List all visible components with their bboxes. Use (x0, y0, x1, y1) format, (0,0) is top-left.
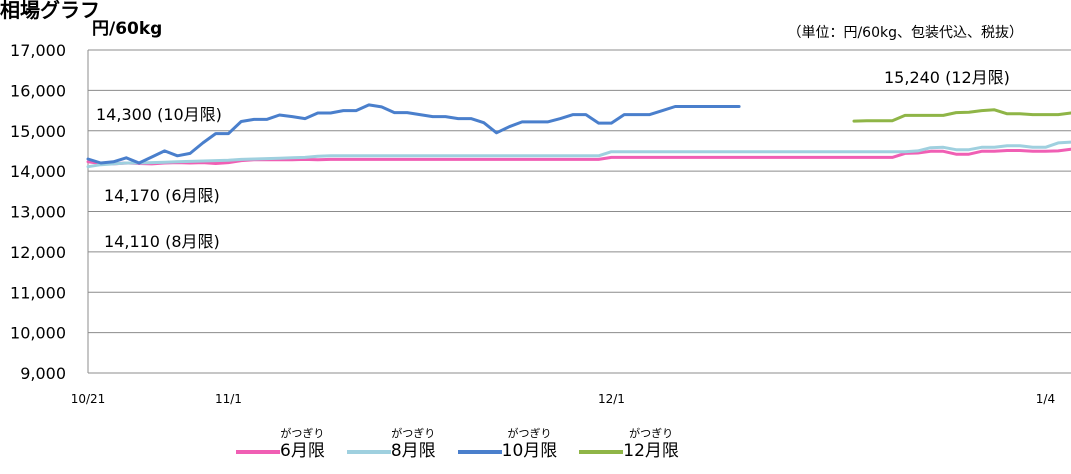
legend: がつぎり 6月限 がつぎり 8月限 がつぎり 10月限 がつぎり 12月限 (236, 428, 679, 462)
y-tick-label: 12,000 (10, 243, 66, 262)
legend-swatch (346, 450, 391, 454)
legend-item-s8: がつぎり 8月限 (346, 428, 436, 462)
legend-series-name: 8月限 (390, 441, 436, 461)
legend-label: がつぎり 12月限 (623, 428, 679, 462)
legend-label: がつぎり 10月限 (502, 428, 558, 462)
series-line-s8 (86, 140, 1071, 169)
y-tick-label: 15,000 (10, 122, 66, 141)
annotations: 14,300 (10月限) 14,170 (6月限) 14,110 (8月限) 15,… (96, 68, 1010, 251)
x-axis-ticks: 10/21 11/1 12/1 1/4 (71, 392, 1055, 406)
y-tick-label: 10,000 (10, 324, 66, 343)
annotation-s12: 15,240 (12月限) (884, 68, 1010, 87)
legend-ruby: がつぎり (629, 427, 674, 440)
legend-series-name: 6月限 (280, 441, 325, 461)
legend-ruby: がつぎり (280, 427, 325, 440)
series-line-s10 (86, 103, 741, 165)
legend-label: がつぎり 8月限 (391, 428, 436, 462)
legend-item-s12: がつぎり 12月限 (579, 428, 679, 462)
y-tick-label: 17,000 (10, 41, 66, 60)
x-tick-label: 1/4 (1036, 392, 1055, 406)
y-axis-ticks: 9,000 10,000 11,000 12,000 13,000 14,000 15,00… (10, 41, 66, 383)
legend-swatch (236, 450, 280, 454)
legend-item-s6: がつぎり 6月限 (236, 428, 325, 462)
legend-label: がつぎり 6月限 (280, 428, 325, 462)
legend-series-name: 12月限 (623, 441, 679, 461)
annotation-s6: 14,170 (6月限) (104, 186, 220, 205)
y-tick-label: 9,000 (20, 364, 66, 383)
legend-ruby: がつぎり (391, 427, 436, 440)
legend-series-name: 10月限 (501, 441, 558, 461)
annotation-s10: 14,300 (10月限) (96, 105, 222, 124)
y-tick-label: 16,000 (10, 81, 66, 100)
legend-ruby: がつぎり (507, 427, 552, 440)
legend-swatch (457, 450, 502, 454)
x-tick-label: 10/21 (71, 392, 106, 406)
x-tick-label: 12/1 (598, 392, 625, 406)
unit-note: （単位：円/60kg、包装代込、税抜） (787, 25, 1023, 41)
y-tick-label: 14,000 (10, 162, 66, 181)
series-lines (86, 103, 1071, 169)
series-line-s12 (852, 108, 1071, 123)
y-tick-label: 11,000 (10, 283, 66, 302)
legend-swatch (579, 450, 624, 454)
chart-title-clipped: 相場グラフ (0, 0, 100, 22)
x-tick-label: 11/1 (215, 392, 242, 406)
gridlines (87, 49, 1071, 374)
legend-item-s10: がつぎり 10月限 (457, 428, 558, 462)
y-axis-unit-label: 円/60kg (92, 19, 163, 39)
y-tick-label: 13,000 (10, 203, 66, 222)
annotation-s8: 14,110 (8月限) (104, 232, 220, 251)
